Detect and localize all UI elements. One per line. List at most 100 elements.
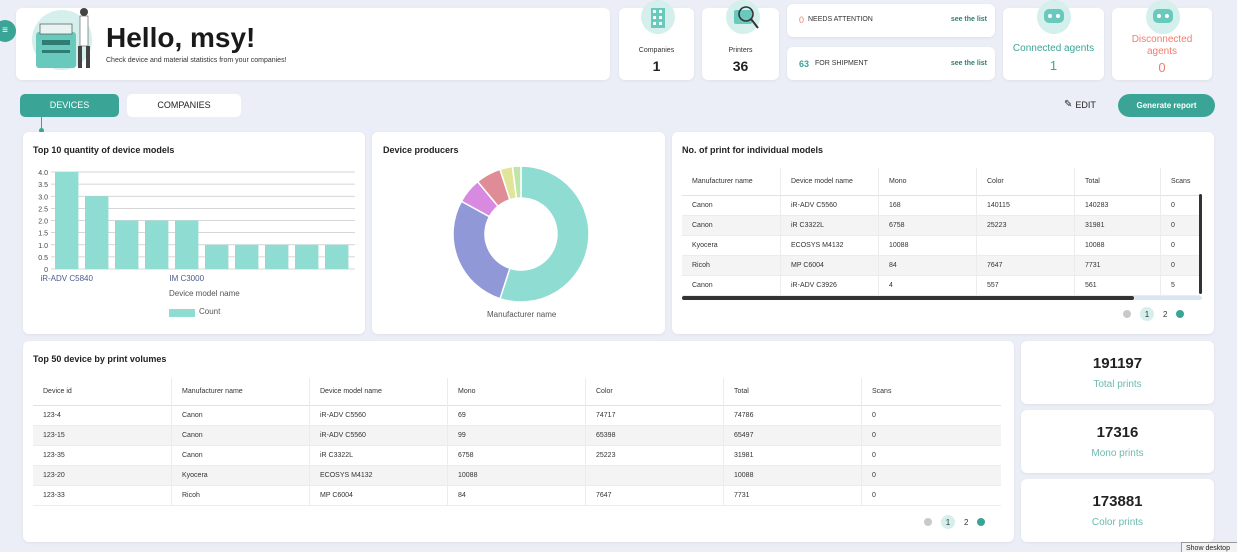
table-cell: ECOSYS M4132 — [309, 466, 447, 486]
bar-mark[interactable] — [145, 220, 169, 270]
robot-icon — [1037, 0, 1071, 34]
table-cell: 25223 — [585, 446, 723, 466]
table-header-cell[interactable]: Total — [1074, 168, 1160, 196]
bar-legend-label: Count — [199, 307, 221, 316]
table-cell: 0 — [861, 466, 1001, 486]
donut-slice[interactable] — [452, 200, 511, 300]
table-cell: Canon — [692, 282, 713, 289]
pagination-prev-icon[interactable] — [1123, 310, 1131, 318]
bar-chart-xlabel: Device model name — [169, 289, 240, 298]
bar-mark[interactable] — [85, 196, 109, 269]
table-cell: 7647 — [976, 256, 1074, 276]
models-vertical-scrollbar[interactable] — [1199, 194, 1202, 294]
bar-mark[interactable] — [235, 244, 259, 269]
table-row[interactable]: Ricoh MP C6004 84 7647 7731 0 — [682, 256, 1200, 276]
bar-mark[interactable] — [205, 244, 229, 269]
disconnected-agents-label: Disconnected agents — [1131, 34, 1193, 57]
table-header-row: Manufacturer name Device model name Mono Co… — [682, 168, 1200, 196]
attention-count: 0 — [799, 15, 805, 25]
bar-chart: 0 0.5 1.0 1.5 2.0 2.5 3.0 3.5 4.0 iR-ADV C5840 IM … — [38, 170, 355, 283]
table-row[interactable]: 123-35 Canon iR C3322L 6758 25223 31981 0 — [33, 446, 1001, 466]
table-row[interactable]: Canon iR-ADV C3926 4 557 561 5 — [682, 276, 1200, 296]
table-cell: 0 — [861, 486, 1001, 506]
donut-slice[interactable] — [499, 165, 590, 303]
pagination-page-current[interactable]: 1 — [941, 515, 955, 529]
bar-y-tick-label: 2.5 — [38, 206, 48, 213]
top10-models-card: Top 10 quantity of device models 0 0.5 1.0… — [23, 132, 365, 334]
pagination-page[interactable]: 2 — [1163, 309, 1168, 319]
mono-prints-label: Mono prints — [1091, 448, 1144, 459]
donut-slice[interactable] — [511, 165, 522, 200]
table-cell: 140283 — [1074, 196, 1160, 216]
table-cell: Kyocera — [692, 242, 718, 249]
bar-mark[interactable] — [295, 244, 319, 269]
generate-report-button[interactable]: Generate report — [1118, 94, 1215, 117]
table-row[interactable]: 123-4 Canon iR-ADV C5560 69 74717 74786 0 — [33, 406, 1001, 426]
table-cell: 6758 — [878, 216, 976, 236]
table-header-cell[interactable]: Color — [585, 378, 723, 406]
table-row[interactable]: Canon iR-ADV C5560 168 140115 140283 0 — [682, 196, 1200, 216]
table-row[interactable]: Kyocera ECOSYS M4132 10088 10088 0 — [682, 236, 1200, 256]
device-producers-card: Device producers Manufacturer name — [372, 132, 665, 334]
table-header-cell[interactable]: Manufacturer name — [171, 378, 309, 406]
table-header-cell[interactable]: Device model name — [780, 168, 878, 196]
table-header-cell[interactable]: Scans — [861, 378, 1001, 406]
table-cell: Ricoh — [692, 262, 710, 269]
tab-devices[interactable]: DEVICES — [20, 94, 119, 117]
companies-label: Companies — [638, 47, 675, 54]
connected-agents-value: 1 — [1049, 58, 1058, 73]
table-cell: 10088 — [723, 466, 861, 486]
printers-value: 36 — [732, 58, 749, 74]
color-prints-value: 173881 — [1092, 493, 1143, 510]
donut-chart — [452, 165, 590, 303]
table-row[interactable]: 123-33 Ricoh MP C6004 84 7647 7731 0 — [33, 486, 1001, 506]
printer-illustration — [32, 8, 92, 70]
table-header-cell[interactable]: Device model name — [309, 378, 447, 406]
bar-mark[interactable] — [115, 220, 139, 270]
table-cell: 123-35 — [43, 452, 65, 459]
pagination-page[interactable]: 2 — [964, 517, 969, 527]
attention-see-list-link[interactable]: see the list — [950, 16, 987, 23]
bar-mark[interactable] — [175, 220, 199, 270]
table-cell: Canon — [692, 202, 713, 209]
table-cell: Canon — [171, 426, 309, 446]
pagination-prev-icon[interactable] — [924, 518, 932, 526]
bar-mark[interactable] — [325, 244, 349, 269]
table-row[interactable]: 123-15 Canon iR-ADV C5560 99 65398 65497 0 — [33, 426, 1001, 446]
connected-agents-label: Connected agents — [1012, 43, 1095, 54]
table-header-cell[interactable]: Color — [976, 168, 1074, 196]
table-cell: MP C6004 — [780, 256, 878, 276]
table-header-cell[interactable]: Total — [723, 378, 861, 406]
table-row[interactable]: Canon iR C3322L 6758 25223 31981 0 — [682, 216, 1200, 236]
pagination-page-current[interactable]: 1 — [1140, 307, 1154, 321]
companies-stat-card[interactable]: Companies 1 — [619, 0, 694, 80]
table-header-cell[interactable]: Mono — [878, 168, 976, 196]
bar-mark[interactable] — [55, 172, 79, 269]
disconnected-agents-card[interactable]: Disconnected agents 0 — [1112, 0, 1212, 80]
table-header-cell[interactable]: Scans — [1160, 168, 1200, 196]
total-prints-label: Total prints — [1093, 379, 1142, 390]
pagination-next-icon[interactable] — [977, 518, 986, 526]
table-row[interactable]: 123-20 Kyocera ECOSYS M4132 10088 10088 0 — [33, 466, 1001, 486]
connected-agents-card[interactable]: Connected agents 1 — [1003, 0, 1104, 80]
table-cell: iR C3322L — [780, 216, 878, 236]
table-cell: iR-ADV C5560 — [780, 196, 878, 216]
shipment-see-list-link[interactable]: see the list — [950, 60, 987, 67]
table-header-cell[interactable]: Manufacturer name — [692, 178, 753, 185]
table-cell: 65497 — [723, 426, 861, 446]
table-cell: Kyocera — [171, 466, 309, 486]
table-header-cell[interactable]: Device id — [43, 388, 72, 395]
bar-chart-title: Top 10 quantity of device models — [33, 145, 175, 155]
table-header-cell[interactable]: Mono — [447, 378, 585, 406]
edit-button[interactable]: ✎ EDIT — [1064, 99, 1096, 110]
table-cell: Canon — [171, 446, 309, 466]
models-horizontal-scrollbar[interactable] — [682, 296, 1202, 300]
printers-stat-card[interactable]: Printers 36 — [702, 0, 779, 80]
tab-companies[interactable]: COMPANIES — [127, 94, 241, 117]
table-cell: 0 — [861, 426, 1001, 446]
table-cell: 7731 — [1074, 256, 1160, 276]
bar-mark[interactable] — [265, 244, 289, 269]
side-menu-icon[interactable]: ≡ — [0, 20, 16, 42]
pagination-next-icon[interactable] — [1176, 310, 1185, 318]
models-scroll-thumb[interactable] — [682, 296, 1134, 300]
